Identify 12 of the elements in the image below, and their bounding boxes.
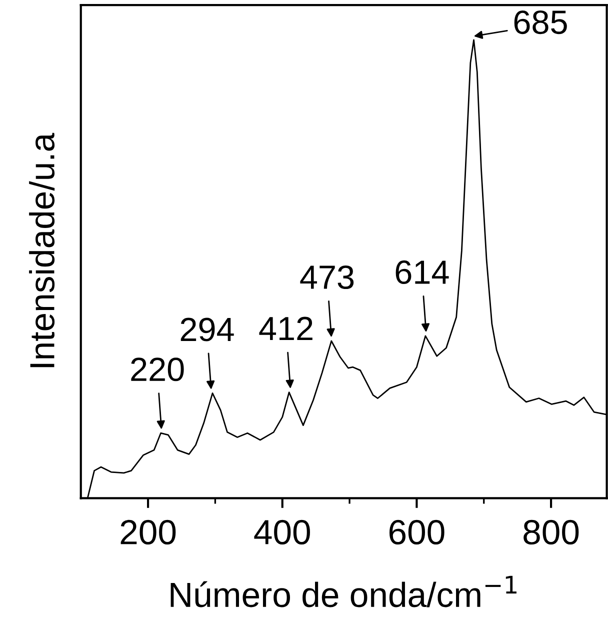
x-tick-label: 600 xyxy=(390,520,444,545)
y-axis-title: Intensidade/u.a xyxy=(29,132,55,368)
x-tick-label: 800 xyxy=(524,520,579,545)
annotation: 220 xyxy=(131,358,184,382)
x-tick-label: 200 xyxy=(120,520,176,545)
annotation: 473 xyxy=(300,265,354,290)
annotation: 614 xyxy=(396,260,449,284)
x-tick-label: 400 xyxy=(254,520,310,545)
annotation: 294 xyxy=(180,318,234,342)
annotation: 412 xyxy=(259,316,312,340)
annotation: 685 xyxy=(514,10,567,34)
x-axis-title: Número de onda/cm$^{−1}$ xyxy=(170,576,516,608)
